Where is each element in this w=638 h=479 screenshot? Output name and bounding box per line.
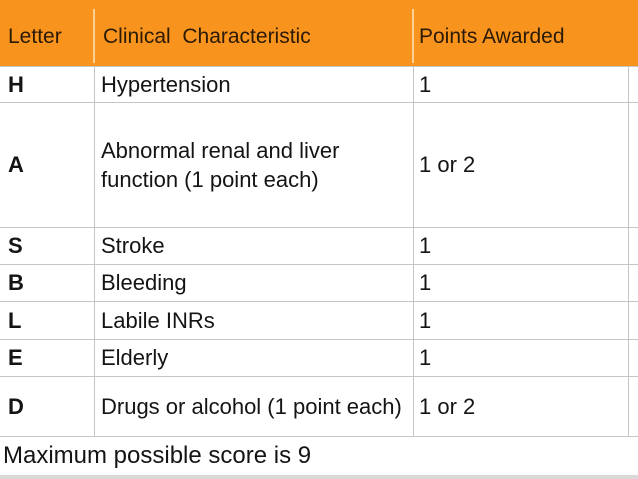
- table-row-b: B Bleeding 1: [0, 265, 638, 302]
- characteristic-cell: Elderly: [95, 340, 414, 376]
- table-row-h: H Hypertension 1: [0, 66, 638, 103]
- row-spacer: [629, 228, 638, 264]
- points-cell: 1: [414, 265, 629, 301]
- column-header-points: Points Awarded: [419, 24, 565, 48]
- row-spacer: [629, 302, 638, 339]
- table-row-e: E Elderly 1: [0, 340, 638, 377]
- letter-cell: E: [0, 340, 95, 376]
- letter-cell: D: [0, 377, 95, 436]
- points-cell: 1: [414, 67, 629, 102]
- points-cell: 1: [414, 302, 629, 339]
- row-spacer: [629, 377, 638, 436]
- table-header-row: Letter Clinical Characteristic Points Aw…: [0, 0, 638, 66]
- letter-cell: B: [0, 265, 95, 301]
- table-row-d: D Drugs or alcohol (1 point each) 1 or 2: [0, 377, 638, 437]
- row-spacer: [629, 67, 638, 102]
- letter-cell: S: [0, 228, 95, 264]
- letter-cell: A: [0, 103, 95, 227]
- row-spacer: [629, 103, 638, 227]
- row-spacer: [629, 265, 638, 301]
- column-header-characteristic: Clinical Characteristic: [95, 0, 414, 66]
- table-row-l: L Labile INRs 1: [0, 302, 638, 340]
- letter-cell: H: [0, 67, 95, 102]
- points-cell: 1: [414, 340, 629, 376]
- table-row-a: A Abnormal renal and liver function (1 p…: [0, 103, 638, 228]
- table-row-s: S Stroke 1: [0, 228, 638, 265]
- column-header-letter: Letter: [0, 0, 95, 66]
- characteristic-cell: Drugs or alcohol (1 point each): [95, 377, 414, 436]
- footer-note: Maximum possible score is 9: [3, 442, 312, 469]
- characteristic-cell: Abnormal renal and liver function (1 poi…: [95, 103, 414, 227]
- characteristic-cell: Labile INRs: [95, 302, 414, 339]
- points-cell: 1 or 2: [414, 103, 629, 227]
- characteristic-cell: Stroke: [95, 228, 414, 264]
- characteristic-cell: Hypertension: [95, 67, 414, 102]
- letter-cell: L: [0, 302, 95, 339]
- points-cell: 1: [414, 228, 629, 264]
- points-cell: 1 or 2: [414, 377, 629, 436]
- row-spacer: [629, 340, 638, 376]
- characteristic-cell: Bleeding: [95, 265, 414, 301]
- table-footer-row: Maximum possible score is 9: [0, 437, 638, 479]
